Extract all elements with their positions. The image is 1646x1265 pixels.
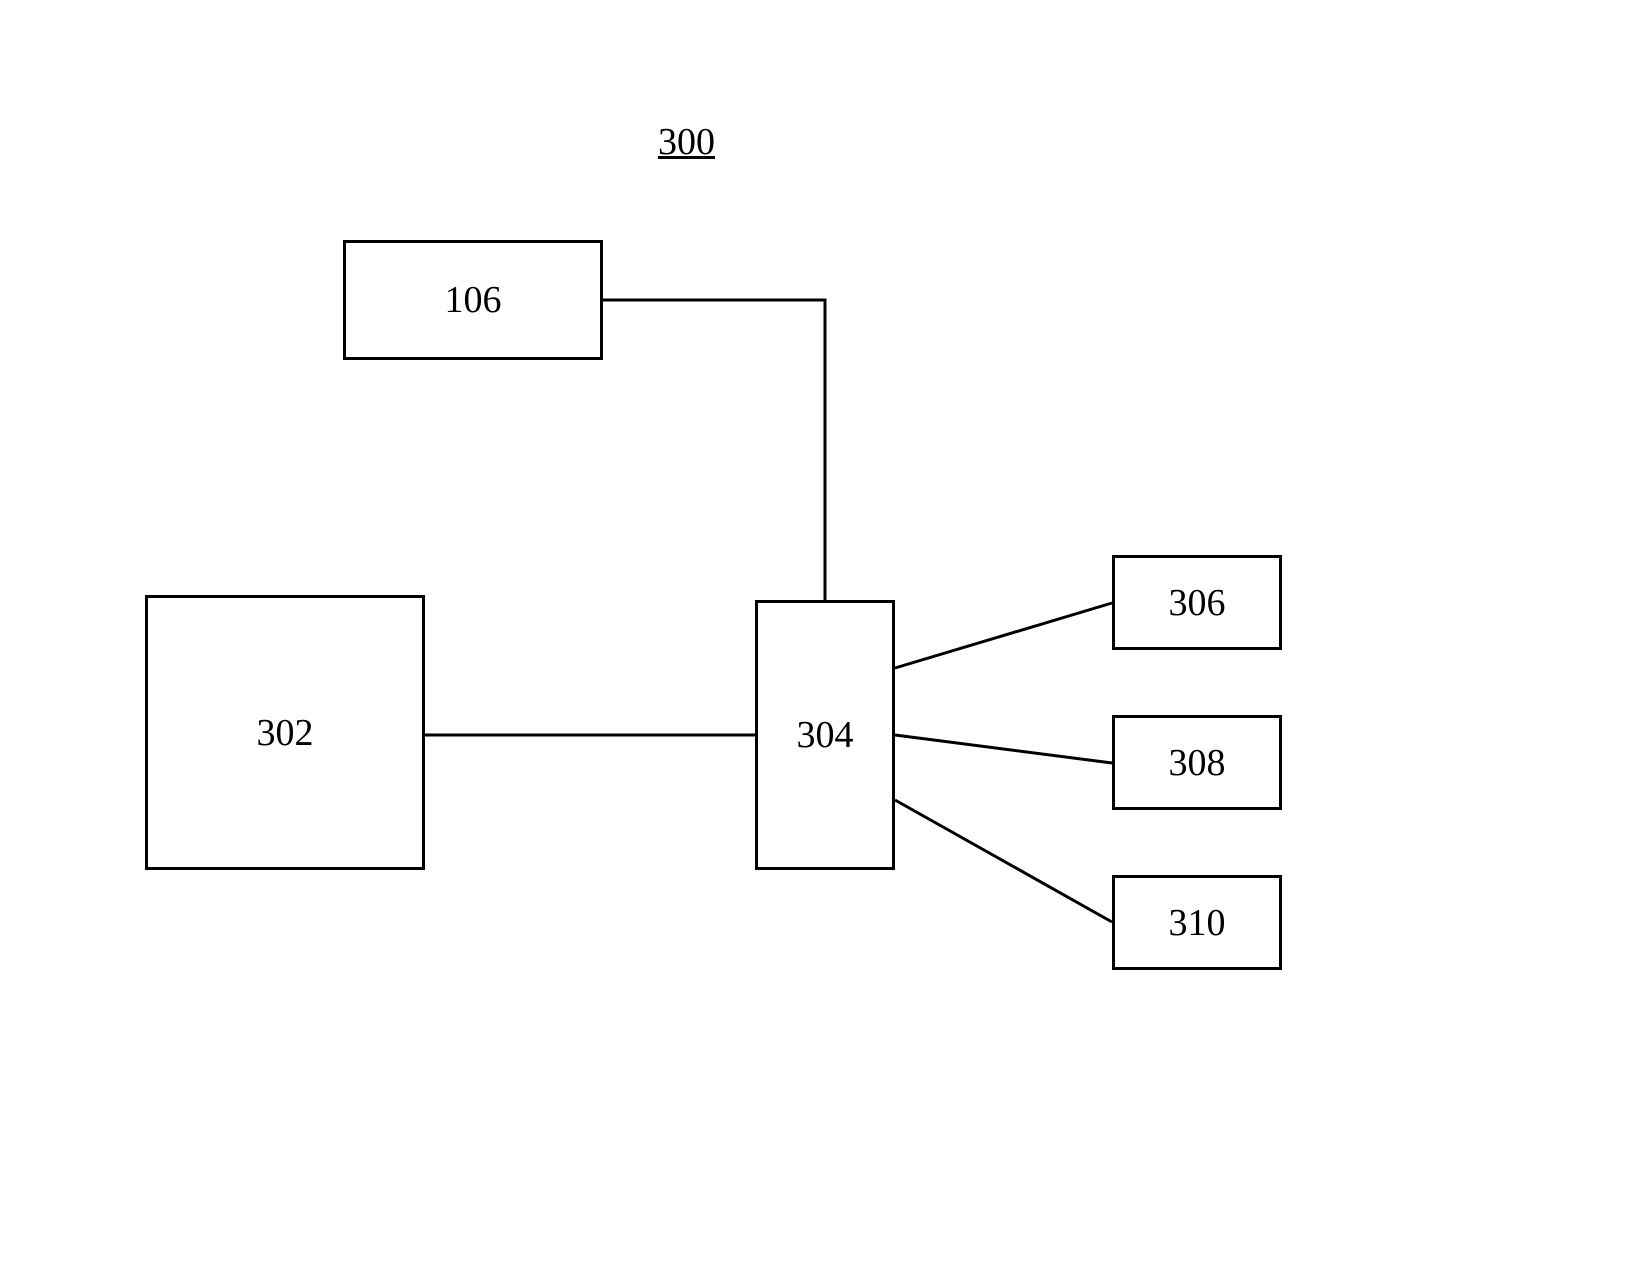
edge-n304-n310	[895, 800, 1112, 922]
edge-n304-n308	[895, 735, 1112, 763]
node-n310: 310	[1112, 875, 1282, 970]
node-label: 306	[1169, 581, 1226, 625]
edge-n304-n306	[895, 603, 1112, 668]
node-label: 302	[257, 711, 314, 755]
node-n308: 308	[1112, 715, 1282, 810]
node-n302: 302	[145, 595, 425, 870]
node-n106: 106	[343, 240, 603, 360]
node-label: 310	[1169, 901, 1226, 945]
edge-n106-n304	[603, 300, 825, 600]
node-label: 304	[797, 713, 854, 757]
node-label: 106	[445, 278, 502, 322]
diagram-title: 300	[658, 120, 715, 164]
node-label: 308	[1169, 741, 1226, 785]
node-n304: 304	[755, 600, 895, 870]
node-n306: 306	[1112, 555, 1282, 650]
